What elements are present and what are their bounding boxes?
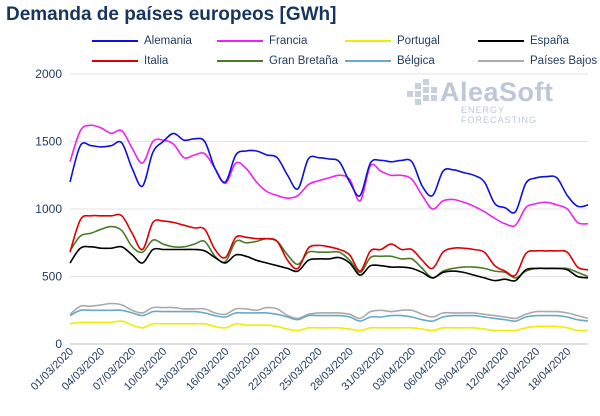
legend-label: Alemania: [144, 35, 192, 47]
legend-label: Portugal: [397, 35, 440, 47]
legend-swatch: [345, 60, 391, 62]
series-line-países-bajos: [69, 302, 589, 320]
legend-item: Países Bajos: [478, 53, 597, 69]
chart-title: Demanda de países europeos [GWh]: [6, 4, 337, 25]
y-tick-label: 1500: [35, 135, 62, 149]
legend-swatch: [217, 60, 263, 62]
grid-lines: [70, 73, 588, 345]
legend-swatch: [92, 60, 138, 62]
series-line-portugal: [69, 320, 589, 332]
logo-tagline: ENERGY FORECASTING: [461, 105, 538, 125]
y-tick-label: 1000: [35, 202, 62, 216]
legend-label: Bélgica: [397, 55, 435, 67]
legend-item: Gran Bretaña: [217, 53, 338, 69]
legend-item: España: [478, 33, 569, 49]
series-lines: [69, 124, 589, 332]
legend-item: Alemania: [92, 33, 192, 49]
series-line-italia: [69, 213, 589, 277]
legend-label: Países Bajos: [530, 55, 598, 67]
legend-item: Bélgica: [345, 53, 435, 69]
legend-swatch: [478, 40, 524, 42]
legend-label: Francia: [269, 35, 308, 47]
legend-item: Italia: [92, 53, 168, 69]
y-axis-ticks: 0 500 1000 1500 2000: [35, 67, 62, 351]
series-line-bélgica: [69, 309, 589, 322]
legend-swatch: [345, 40, 391, 42]
series-line-gran-bretaña: [69, 225, 589, 279]
series-line-francia: [69, 124, 589, 228]
x-axis-ticks: 01/03/202004/03/202007/03/202010/03/2020…: [29, 346, 574, 393]
series-line-españa: [69, 245, 589, 282]
logo-grid-icon: [407, 79, 437, 105]
series-line-alemania: [69, 132, 589, 214]
legend-label: España: [530, 35, 570, 47]
legend-item: Portugal: [345, 33, 440, 49]
legend-label: Gran Bretaña: [269, 55, 339, 67]
legend-swatch: [92, 40, 138, 42]
legend-swatch: [478, 60, 524, 62]
aleasoft-logo: AleaSoft ENERGY FORECASTING: [407, 77, 582, 125]
logo-name: AleaSoft: [440, 77, 554, 107]
y-tick-label: 0: [55, 337, 62, 351]
legend-swatch: [217, 40, 263, 42]
legend-item: Francia: [217, 33, 307, 49]
y-tick-label: 500: [42, 270, 62, 284]
legend-label: Italia: [144, 55, 169, 67]
y-tick-label: 2000: [35, 67, 62, 81]
